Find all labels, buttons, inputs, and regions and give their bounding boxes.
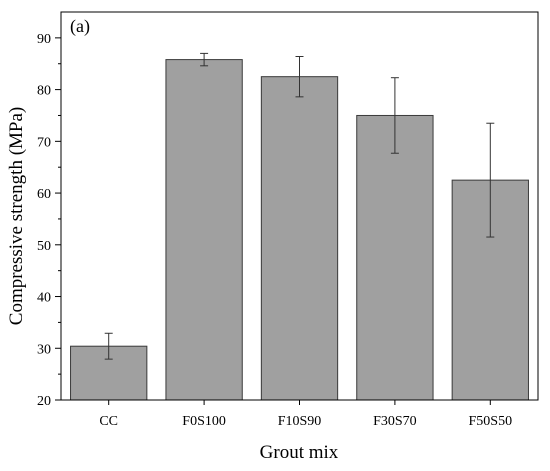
y-tick-label: 70 <box>37 135 51 150</box>
x-tick-labels: CC F0S100 F10S90 F30S70 F50S50 <box>99 414 512 429</box>
error-bar-cc <box>104 332 113 360</box>
y-tick-label: 30 <box>37 342 51 357</box>
x-tick-label-f10s90: F10S90 <box>278 414 322 429</box>
x-axis-title: Grout mix <box>260 442 339 463</box>
bars-group <box>70 59 529 401</box>
y-tick-label: 60 <box>37 187 51 202</box>
y-tick-label: 50 <box>37 239 51 254</box>
error-bars-group <box>104 52 495 360</box>
bar-f0s100 <box>165 59 243 401</box>
x-tick-label-f30s70: F30S70 <box>373 414 417 429</box>
error-bar-f0s100 <box>200 52 209 67</box>
y-tick-label: 20 <box>37 394 51 409</box>
y-axis-title: Compressive strength (MPa) <box>6 107 27 325</box>
error-bar-f50s50 <box>486 122 495 238</box>
x-tick-label-f50s50: F50S50 <box>469 414 513 429</box>
y-tick-label: 90 <box>37 32 51 47</box>
panel-label: (a) <box>70 16 90 37</box>
error-bar-f30s70 <box>390 77 399 154</box>
bar-f10s90 <box>260 76 339 401</box>
bar-f30s70 <box>356 114 434 401</box>
y-tick-labels: 20 30 40 50 60 70 80 90 <box>37 32 51 409</box>
x-tick-label-cc: CC <box>99 414 118 429</box>
y-tick-label: 80 <box>37 84 51 99</box>
y-tick-label: 40 <box>37 291 51 306</box>
axes-group <box>55 11 539 405</box>
x-tick-label-f0s100: F0S100 <box>182 414 226 429</box>
error-bar-f10s90 <box>295 55 304 98</box>
plot-frame <box>60 11 539 401</box>
